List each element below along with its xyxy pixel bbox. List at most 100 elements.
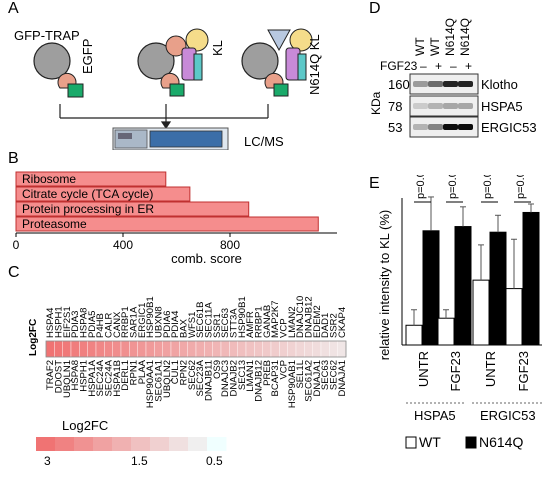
bar-label-3: Proteasome: [22, 217, 87, 231]
kl-label: KL: [210, 40, 225, 56]
gene-label-bottom-8: HSPA1B: [112, 360, 123, 397]
gene-label-bottom-22: DNAJB2: [229, 360, 240, 396]
x-tick-label-2: 800: [220, 238, 240, 252]
gene-label-bottom-0: TRAF2: [45, 360, 56, 390]
gene-label-top-2: EIF2S1: [62, 306, 73, 338]
gene-label-top-3: PDIA3: [70, 311, 81, 338]
heat-cell-31: [304, 340, 313, 358]
bar-N614Q-0: [422, 230, 440, 346]
gene-label-top-10: SAR1A: [129, 306, 140, 338]
heat-cell-17: [187, 340, 197, 358]
blot-label-1: HSPA5: [481, 99, 523, 114]
legend-swatch-wt: [405, 436, 417, 449]
gene-label-top-6: P4HB: [95, 313, 106, 338]
bar-N614Q-3: [522, 211, 540, 346]
band-1-2: [443, 103, 458, 109]
gene-label-top-24: AMFR: [245, 311, 256, 338]
pvalue-0: p=0.03: [415, 175, 427, 199]
gene-label-bottom-12: HSP90AA1: [145, 360, 156, 408]
gene-label-bottom-33: SEC63: [320, 360, 331, 390]
legend-label-wt: WT: [419, 434, 441, 450]
bar-label-0: Ribosome: [22, 172, 76, 186]
lane-header-2: N614Q: [443, 18, 457, 56]
heat-cell-23: [237, 340, 247, 358]
gene-label-bottom-30: SEL1L: [295, 360, 306, 389]
heat-row-border: [45, 340, 347, 358]
legend-swatch-9: [207, 437, 227, 451]
category-label-0: UNTR: [416, 351, 431, 387]
blot-label-2: ERGIC53: [481, 120, 537, 135]
heat-cell-18: [195, 340, 205, 358]
gene-label-top-22: STT3A: [229, 308, 240, 338]
gene-label-top-32: EDEM2: [312, 305, 323, 338]
heat-cell-24: [245, 340, 255, 358]
category-label-1: FGF23: [448, 351, 463, 391]
gene-label-top-16: BAX: [179, 318, 190, 338]
legend-swatch-n614q: [465, 436, 477, 449]
heat-cell-30: [295, 340, 305, 358]
legend-title: Log2FC: [62, 418, 108, 433]
gene-label-bottom-18: SEC23A: [195, 359, 206, 396]
gene-label-top-35: CKAP4: [337, 307, 348, 338]
fgf23-sign-2: –: [450, 59, 457, 73]
gene-label-top-19: SEC11A: [204, 302, 215, 338]
gene-label-top-28: VCP: [279, 318, 290, 338]
bar-N614Q-1: [454, 226, 472, 346]
gene-label-top-12: HSP90B1: [145, 296, 156, 338]
band-1-1: [428, 103, 443, 109]
gene-label-bottom-11: PLAA: [137, 359, 148, 384]
gene-label-top-1: HSPH1: [54, 306, 65, 338]
heat-cell-29: [287, 340, 297, 358]
gene-label-bottom-35: DNAJA1: [337, 360, 348, 396]
gene-label-bottom-20: OS9: [212, 360, 223, 379]
heat-cell-0: [45, 340, 55, 358]
legend-swatch-8: [188, 437, 208, 451]
gene-label-top-26: GANAB: [262, 305, 273, 338]
n614q-klotho-construct: [241, 28, 313, 97]
lane-header-0: WT: [413, 37, 427, 56]
legend-swatch-0: [36, 437, 56, 451]
gfp-trap-bead-1: [33, 42, 84, 98]
panel-label-e: E: [369, 175, 380, 192]
heat-cell-28: [279, 340, 288, 358]
heat-cell-16: [179, 340, 188, 358]
relative-intensity-chart: relative intensity to KL (%) UNTR p=0.03 FG…: [377, 175, 542, 450]
bar-WT-0: [405, 324, 423, 346]
gene-label-bottom-21: DNAJC3: [220, 360, 231, 397]
n614q-kl-label: N614Q KL: [307, 34, 322, 95]
heat-cell-32: [312, 340, 322, 358]
legend-swatch-5: [131, 437, 151, 451]
gene-label-top-27: MAP2K7: [270, 301, 281, 339]
legend-swatch-2: [74, 437, 94, 451]
legend-tick-0: 3: [44, 454, 51, 468]
heat-cell-6: [95, 340, 105, 358]
egfp-label: EGFP: [80, 38, 95, 74]
panel-label-a: A: [8, 0, 19, 17]
legend-swatch-3: [93, 437, 113, 451]
x-axis-label: comb. score: [171, 251, 242, 266]
gene-label-top-33: DAD1: [320, 313, 331, 338]
pvalue-3: p=0.02: [515, 175, 527, 199]
lcms-instrument-icon: [112, 127, 229, 150]
gene-label-top-9: RRBP1: [120, 306, 131, 338]
gene-label-bottom-10: RPN1: [129, 360, 140, 385]
gene-label-bottom-27: BCAP31: [270, 360, 281, 396]
band-0-0: [413, 81, 428, 87]
gene-label-top-34: SSR2: [329, 313, 340, 338]
blot-panel-1: [409, 95, 479, 117]
mw-marker-0: 160: [388, 77, 410, 92]
panel-label-d: D: [369, 0, 381, 17]
gene-label-bottom-15: CUL1: [170, 360, 181, 384]
gene-label-top-4: HSPA8: [79, 308, 90, 338]
legend-tick-2: 0.5: [206, 454, 223, 468]
group-label-1: ERGIC53: [480, 408, 536, 423]
gene-label-bottom-17: SEC62: [187, 360, 198, 390]
bar-WT-2: [472, 279, 490, 346]
legend-swatch-1: [55, 437, 75, 451]
bar-WT-3: [505, 288, 523, 346]
gene-label-bottom-5: HSPA1A: [87, 359, 98, 396]
fgf23-sign-0: –: [420, 59, 427, 73]
klotho-construct: [137, 28, 209, 97]
x-tick-label-0: 0: [13, 238, 20, 252]
